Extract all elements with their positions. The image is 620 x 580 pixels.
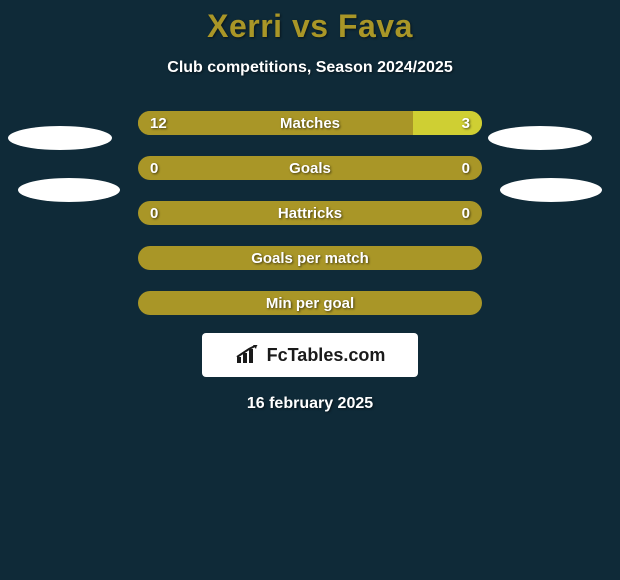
stat-row: Min per goal	[138, 291, 482, 315]
stat-right-value: 0	[462, 201, 470, 225]
brand-logo-text: FcTables.com	[267, 345, 386, 366]
stat-row: 0 Goals 0	[138, 156, 482, 180]
player-left-marker-1	[8, 126, 112, 150]
bar-chart-icon	[235, 345, 261, 365]
player-left-marker-2	[18, 178, 120, 202]
stat-row: 0 Hattricks 0	[138, 201, 482, 225]
stat-row: 12 Matches 3	[138, 111, 482, 135]
stat-label: Matches	[138, 111, 482, 135]
report-date: 16 february 2025	[0, 395, 620, 413]
stat-label: Hattricks	[138, 201, 482, 225]
stat-right-value: 0	[462, 156, 470, 180]
stat-label: Goals	[138, 156, 482, 180]
stat-label: Goals per match	[138, 246, 482, 270]
stat-label: Min per goal	[138, 291, 482, 315]
comparison-title: Xerri vs Fava	[0, 0, 620, 45]
comparison-subtitle: Club competitions, Season 2024/2025	[0, 59, 620, 77]
player-right-marker-1	[488, 126, 592, 150]
brand-logo: FcTables.com	[202, 333, 418, 377]
stat-right-value: 3	[462, 111, 470, 135]
player-right-marker-2	[500, 178, 602, 202]
stat-row: Goals per match	[138, 246, 482, 270]
